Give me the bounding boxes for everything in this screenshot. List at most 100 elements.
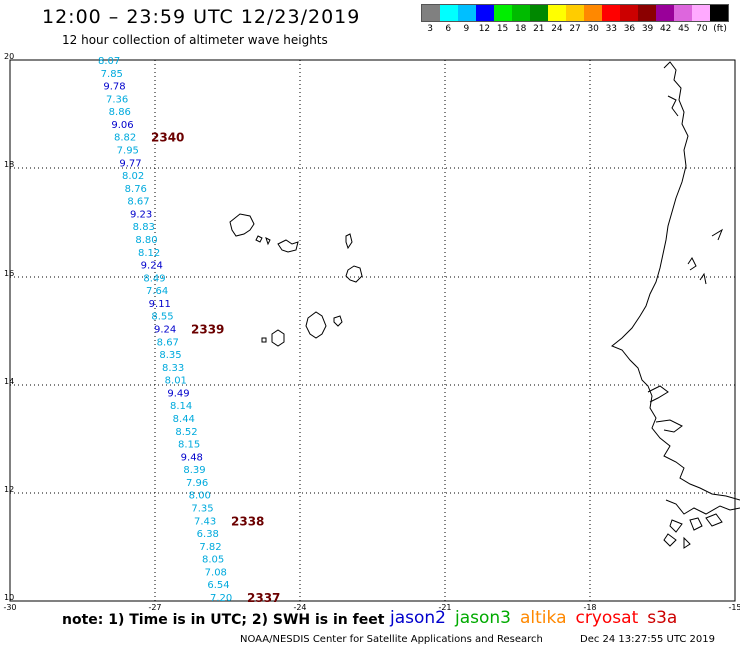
lon-tick-label: -27 — [148, 603, 161, 612]
track-time-label: 2337 — [247, 591, 280, 605]
legend-label: 18 — [514, 24, 527, 34]
wave-height-value: 6.38 — [197, 529, 219, 540]
lon-tick-label: -24 — [293, 603, 306, 612]
wave-height-value: 8.01 — [165, 376, 187, 387]
legend-swatch — [674, 5, 692, 21]
sao-nicolau-island — [277, 239, 299, 253]
legend-swatches — [421, 4, 729, 22]
santiago-island — [305, 311, 327, 339]
wave-height-value: 8.05 — [202, 555, 224, 566]
legend-swatch — [458, 5, 476, 21]
satellite-jason3: jason3 — [455, 608, 511, 628]
wave-height-value: 9.24 — [154, 325, 176, 336]
wave-height-value: 7.96 — [186, 478, 208, 489]
wave-height-value: 9.24 — [141, 261, 163, 272]
wave-height-value: 8.14 — [170, 401, 192, 412]
legend-label: 15 — [496, 24, 509, 34]
lat-tick-label: 20 — [4, 52, 14, 61]
sal-island — [345, 233, 353, 250]
boa-vista-island — [345, 265, 363, 283]
satellite-s3a: s3a — [647, 608, 678, 628]
wave-height-value: 6.54 — [207, 580, 229, 591]
wave-height-value: 7.95 — [117, 146, 139, 157]
legend-label: 12 — [478, 24, 491, 34]
wave-height-value: 8.00 — [189, 491, 211, 502]
legend-swatch — [512, 5, 530, 21]
legend-label: 33 — [605, 24, 618, 34]
wave-height-value: 9.23 — [130, 209, 152, 220]
wave-height-value: 8.86 — [109, 107, 131, 118]
coastline — [229, 61, 740, 549]
wave-height-value: 8.80 — [135, 235, 157, 246]
wave-height-value: 8.39 — [183, 465, 205, 476]
legend-label: 30 — [587, 24, 599, 34]
wave-height-value: 9.48 — [181, 452, 203, 463]
legend-label: 36 — [623, 24, 636, 34]
wave-height-value: 9.06 — [111, 120, 133, 131]
wave-height-value: 9.78 — [103, 82, 125, 93]
map-subtitle: 12 hour collection of altimeter wave hei… — [62, 33, 328, 47]
legend-label: 21 — [533, 24, 545, 34]
wave-height-value: 8.12 — [138, 248, 160, 259]
map-grid: 20 18 16 14 12 10-30 -27 -24 -21 -18 -15 — [3, 52, 740, 612]
wave-height-value: 8.83 — [133, 222, 155, 233]
satellite-legend: jason2 jason3 altika cryosat s3a — [390, 608, 686, 628]
wave-height-value: 7.85 — [101, 69, 123, 80]
track-time-label: 2339 — [191, 323, 224, 337]
bissagos-islands — [663, 499, 740, 549]
wave-height-value: 8.15 — [178, 440, 200, 451]
wave-height-value: 9.77 — [119, 158, 141, 169]
legend-label: 42 — [659, 24, 672, 34]
legend-label: 6 — [445, 24, 452, 34]
legend-label: 39 — [641, 24, 654, 34]
wave-height-value: 8.67 — [157, 337, 179, 348]
wave-height-value: 7.82 — [199, 542, 221, 553]
lat-tick-label: 10 — [4, 593, 14, 602]
footer-timestamp: Dec 24 13:27:55 UTC 2019 — [580, 634, 715, 645]
legend-swatch — [656, 5, 674, 21]
wave-height-value: 8.35 — [159, 350, 181, 361]
coast-detail-east — [687, 228, 724, 285]
legend-swatch — [476, 5, 494, 21]
legend-label: 3 — [427, 24, 433, 34]
legend-swatch — [440, 5, 458, 21]
altimeter-track: 8.07 7.85 9.787.36 8.86 9.06 8.82 7.959.77 8.02… — [98, 56, 232, 604]
sao-vicente-island — [255, 235, 271, 246]
legend-label: 24 — [551, 24, 563, 34]
lat-tick-label: 18 — [4, 160, 14, 169]
maio-island — [333, 315, 343, 327]
legend-swatch — [548, 5, 566, 21]
lat-tick-label: 14 — [4, 377, 14, 386]
lat-tick-label: 16 — [4, 269, 14, 278]
wave-height-value: 8.76 — [125, 184, 147, 195]
legend-swatch — [710, 5, 728, 21]
footer-credit: NOAA/NESDIS Center for Satellite Applica… — [240, 634, 543, 645]
african-coast-line — [611, 61, 740, 501]
wave-height-value: 7.43 — [194, 516, 216, 527]
legend-label: 70 — [696, 24, 708, 34]
map-frame — [9, 59, 736, 602]
wave-height-value: 8.44 — [173, 414, 195, 425]
lon-tick-label: -15 — [728, 603, 740, 612]
wave-height-value: 8.33 — [162, 363, 184, 374]
fogo-island — [271, 329, 285, 347]
legend-swatch — [422, 5, 440, 21]
brava-island — [261, 337, 267, 343]
legend-label: (ft) — [713, 24, 727, 34]
legend-swatch — [566, 5, 584, 21]
color-legend: 3 6 9 12 15 18 21 24 27 30 33 36 39 42 45 70 (ft) — [421, 4, 729, 34]
legend-labels: 3 6 9 12 15 18 21 24 27 30 33 36 39 42 45 70 (ft) — [421, 24, 729, 34]
wave-height-value: 9.49 — [167, 388, 189, 399]
footer-note: note: 1) Time is in UTC; 2) SWH is in fe… — [62, 612, 385, 628]
track-time-labels: 2340 2339 2338 2337 — [151, 131, 280, 605]
satellite-jason2: jason2 — [390, 608, 446, 628]
legend-swatch — [692, 5, 710, 21]
legend-label: 45 — [678, 24, 690, 34]
lat-tick-label: 12 — [4, 485, 14, 494]
wave-height-value: 7.36 — [106, 94, 128, 105]
wave-height-value: 8.67 — [127, 197, 149, 208]
legend-swatch — [494, 5, 512, 21]
legend-swatch — [602, 5, 620, 21]
legend-swatch — [620, 5, 638, 21]
